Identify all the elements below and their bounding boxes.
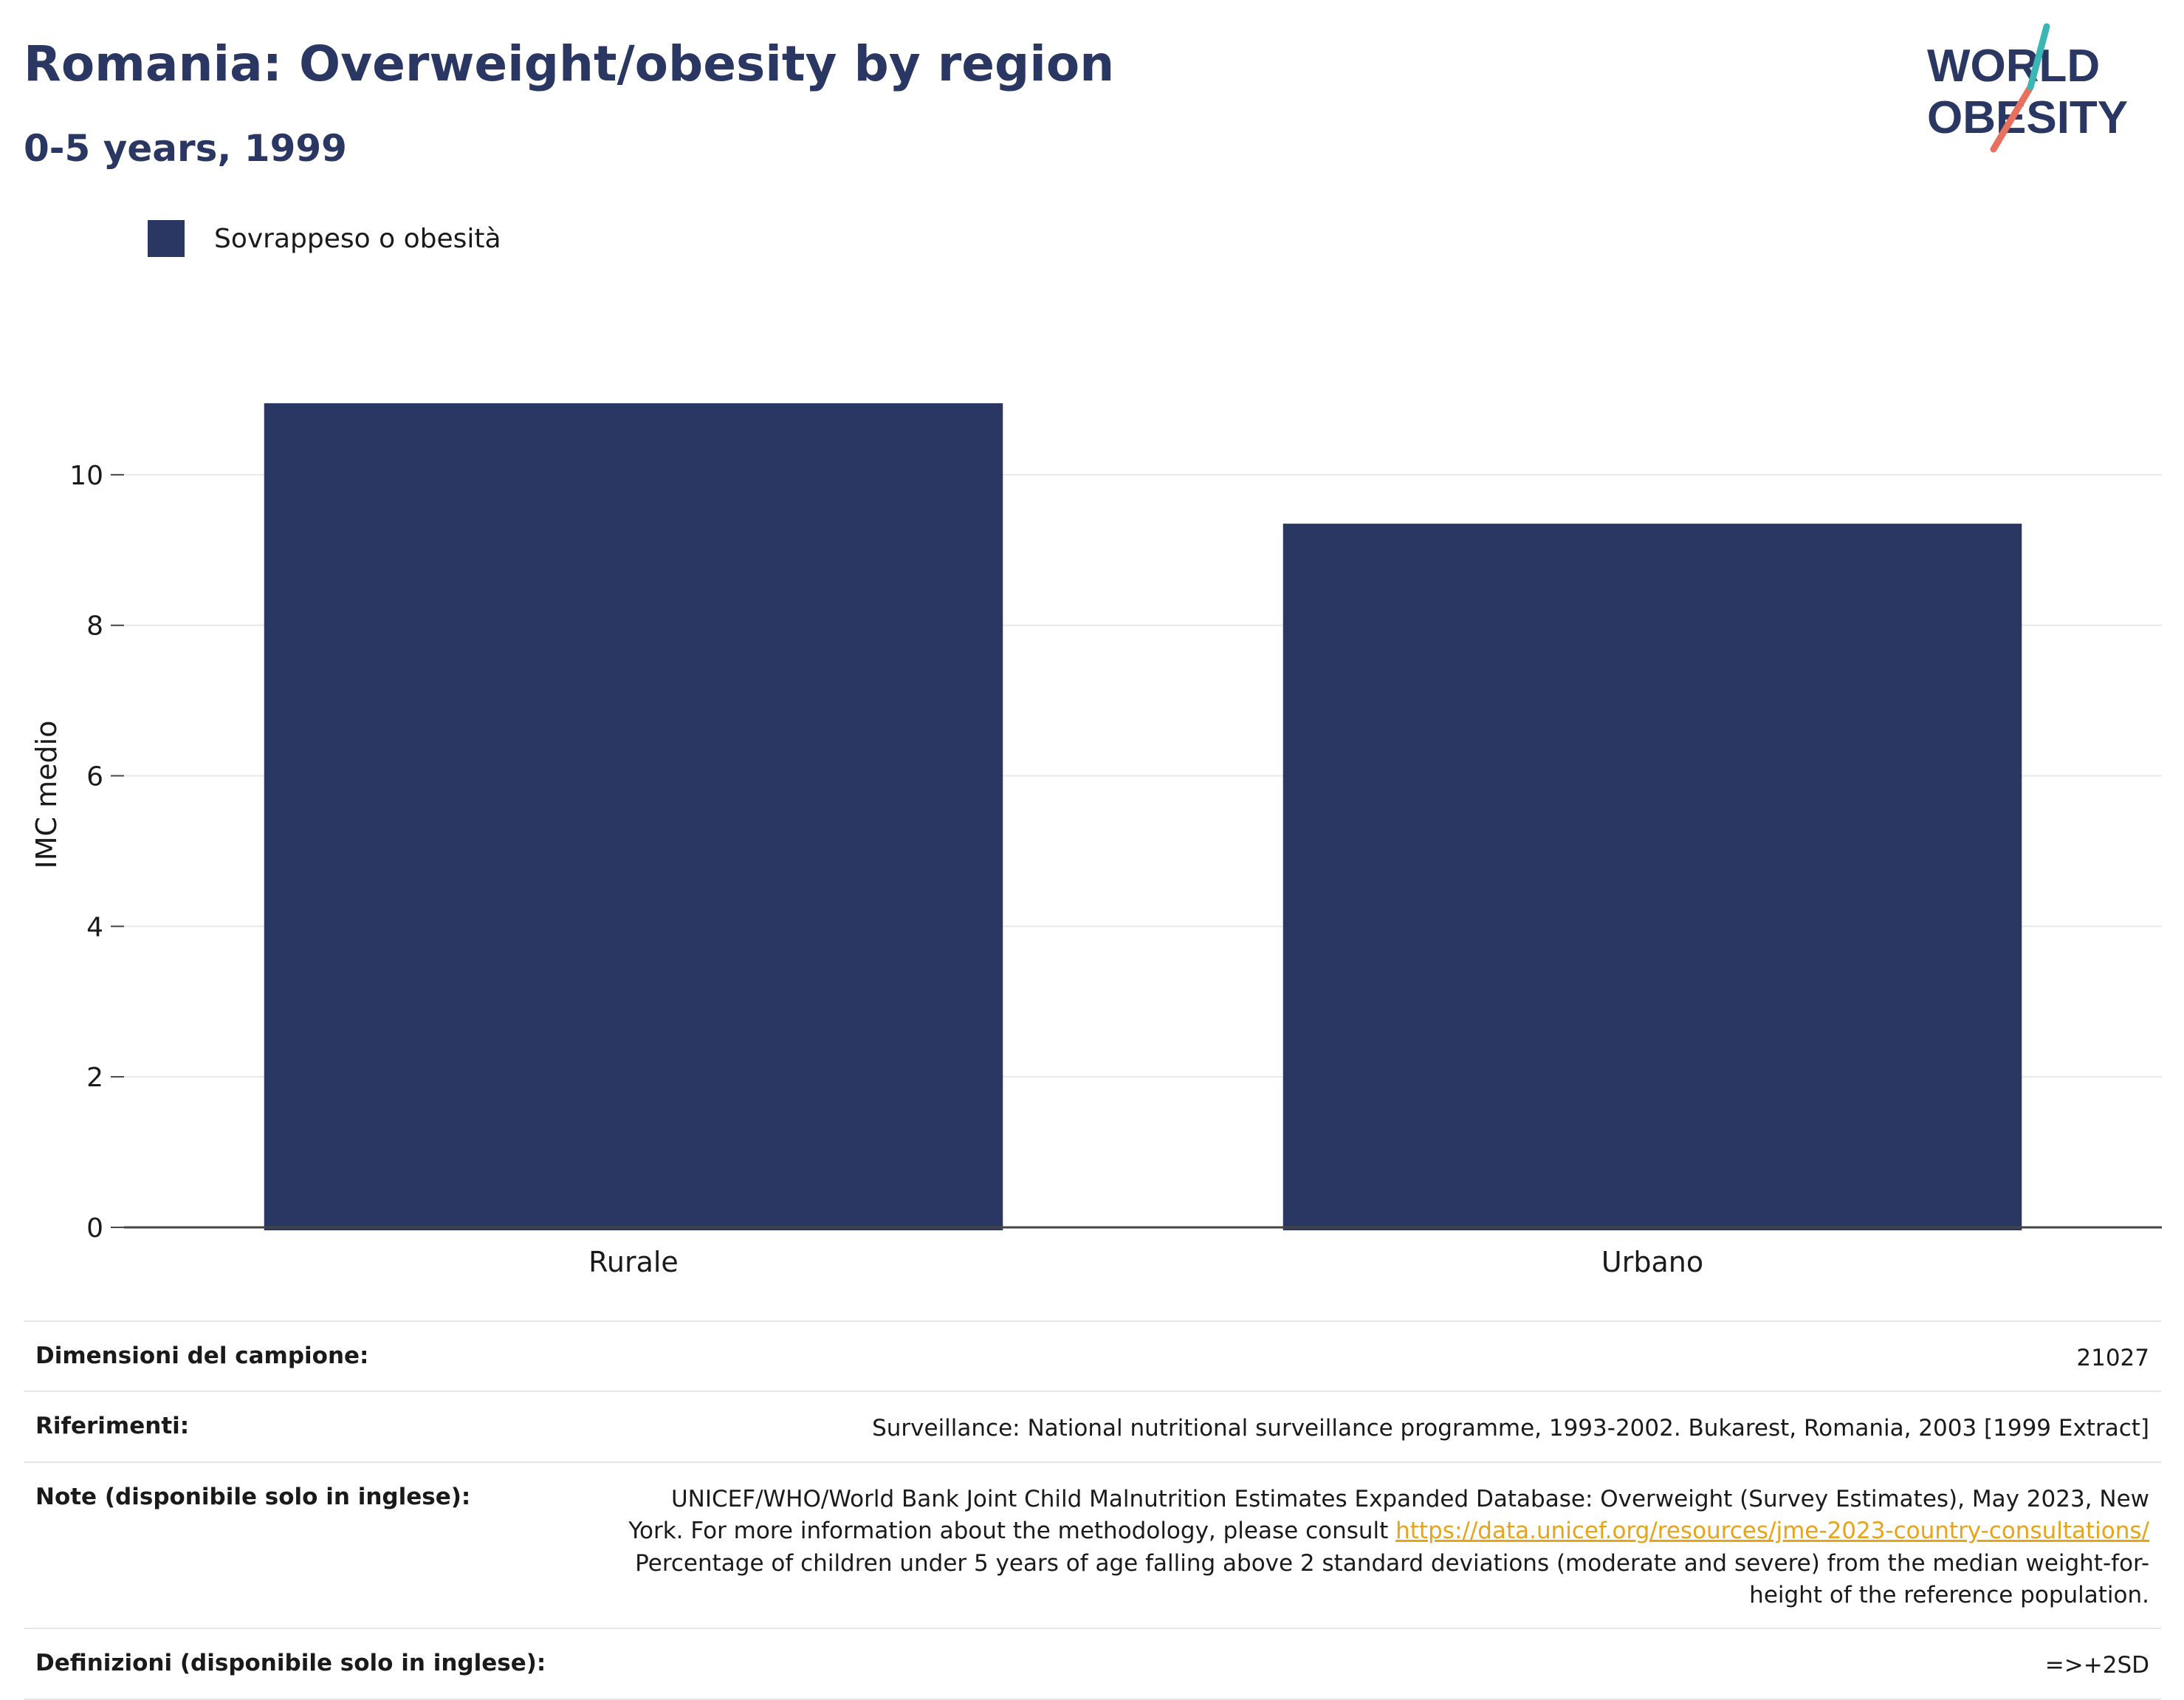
metadata-key: Dimensioni del campione: <box>35 1343 369 1369</box>
logo-slash-coral <box>1990 83 2034 153</box>
chart-subtitle: 0-5 years, 1999 <box>24 127 347 170</box>
metadata-value: 21027 <box>2076 1345 2149 1371</box>
metadata-value: =>+2SD <box>2044 1652 2149 1679</box>
bar-rurale <box>264 403 1003 1230</box>
y-tick-label: 6 <box>86 762 103 792</box>
notes-text-after: Percentage of children under 5 years of … <box>635 1549 2149 1608</box>
metadata-key: Riferimenti: <box>35 1413 190 1440</box>
y-tick-label: 10 <box>69 461 103 491</box>
y-tick-label: 4 <box>86 912 103 942</box>
logo-text-world: WORLD <box>1927 41 2100 92</box>
metadata-row-definitions: Definizioni (disponibile solo in inglese… <box>24 1628 2161 1700</box>
logo-slash-teal <box>2027 23 2050 91</box>
metadata-row-references: Riferimenti: Surveillance: National nutr… <box>24 1391 2161 1461</box>
logo-text-obesity: OBESITY <box>1927 92 2128 143</box>
metadata-value: UNICEF/WHO/World Bank Joint Child Malnut… <box>614 1484 2149 1612</box>
y-axis-label: IMC medio <box>30 721 63 869</box>
metadata-key: Note (disponibile solo in inglese): <box>35 1483 471 1510</box>
bar-chart: 0 2 4 6 8 10 Rurale Urbano IMC medio <box>30 403 2162 1278</box>
metadata-table: Dimensioni del campione: 21027 Riferimen… <box>24 1320 2161 1700</box>
legend-label: Sovrappeso o obesità <box>214 223 501 254</box>
methodology-link[interactable]: https://data.unicef.org/resources/jme-20… <box>1395 1518 2149 1545</box>
x-tick-label: Urbano <box>1601 1246 1703 1278</box>
metadata-value: Surveillance: National nutritional surve… <box>872 1415 2149 1442</box>
metadata-key: Definizioni (disponibile solo in inglese… <box>35 1650 546 1677</box>
y-tick-label: 8 <box>86 611 103 642</box>
x-tick-label: Rurale <box>588 1246 679 1278</box>
chart-title: Romania: Overweight/obesity by region <box>24 35 1115 92</box>
bar-urbano <box>1282 524 2022 1230</box>
metadata-row-sample-size: Dimensioni del campione: 21027 <box>24 1320 2161 1391</box>
y-tick-label: 0 <box>86 1213 103 1244</box>
metadata-row-notes: Note (disponibile solo in inglese): UNIC… <box>24 1461 2161 1628</box>
world-obesity-logo: WORLD OBESITY <box>1927 23 2128 153</box>
y-tick-label: 2 <box>86 1063 103 1093</box>
legend-swatch <box>148 220 185 257</box>
notes-text-before: UNICEF/WHO/World Bank Joint Child Malnut… <box>628 1485 2149 1545</box>
chart-legend[interactable]: Sovrappeso o obesità <box>148 220 501 257</box>
